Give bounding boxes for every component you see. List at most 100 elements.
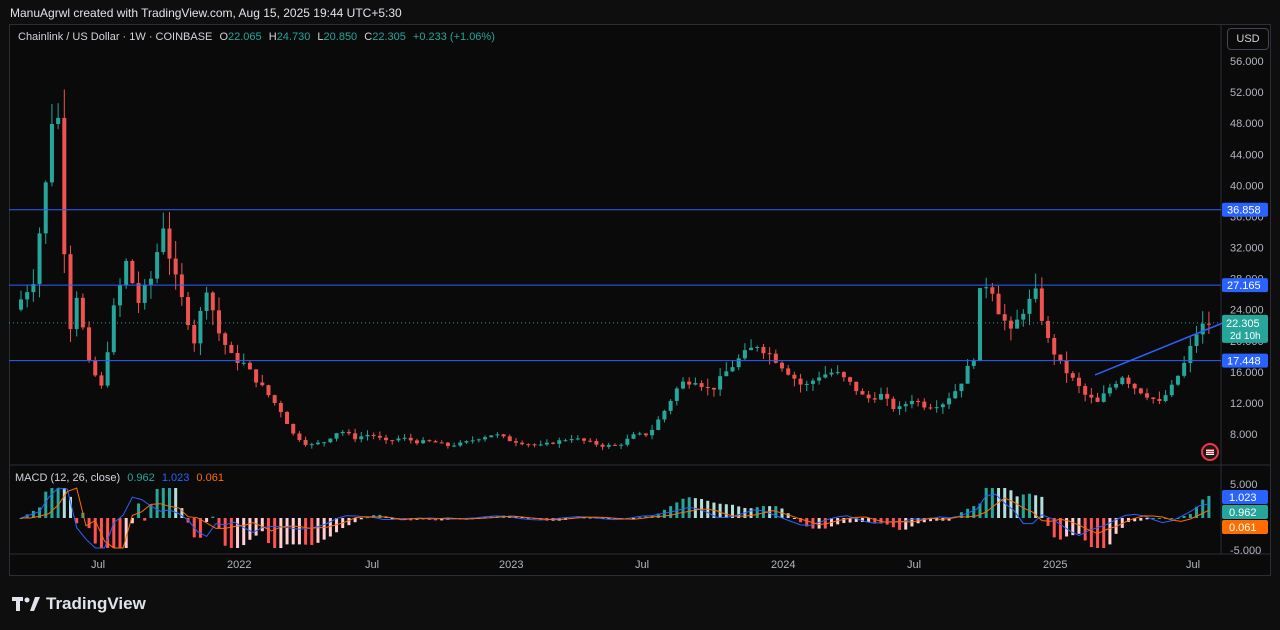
candle-body (538, 444, 543, 446)
candle-body (643, 433, 648, 436)
candle-body (520, 442, 525, 445)
candle-body (563, 440, 568, 442)
macd-histogram-bar (118, 518, 122, 548)
candle-body (142, 284, 147, 303)
candle-body (1002, 314, 1007, 321)
candle-body (427, 440, 432, 442)
candle-body (1169, 384, 1174, 396)
candle-body (544, 442, 549, 445)
macd-histogram-bar (56, 488, 60, 518)
macd-histogram-bar (260, 518, 264, 532)
macd-histogram-bar (1065, 518, 1069, 537)
macd-badge-label: 1.023 (1229, 492, 1257, 504)
candle-body (155, 252, 160, 279)
macd-histogram-bar (656, 513, 660, 518)
macd-signal-value: 0.061 (196, 472, 224, 484)
candle-body (557, 440, 562, 444)
candle-body (501, 434, 506, 437)
candle-body (693, 383, 698, 385)
price-chart[interactable]: 56.00052.00048.00044.00040.00036.00032.0… (9, 24, 1271, 576)
candle-body (736, 358, 741, 368)
candle-body (582, 438, 587, 441)
candle-body (297, 433, 302, 441)
macd-histogram-bar (842, 518, 846, 524)
macd-histogram-bar (390, 518, 394, 519)
candle-body (1021, 313, 1026, 320)
candle-body (798, 378, 803, 385)
macd-histogram-bar (662, 509, 666, 518)
candle-body (192, 325, 197, 344)
currency-button[interactable]: USD (1227, 28, 1269, 50)
time-axis-label: Jul (1186, 559, 1200, 571)
macd-histogram-bar (1021, 494, 1025, 518)
candle-body (1070, 373, 1075, 378)
time-axis-label: Jul (365, 559, 379, 571)
macd-histogram-bar (266, 518, 270, 544)
candle-body (346, 431, 351, 434)
macd-histogram-bar (174, 488, 178, 518)
candle-body (947, 398, 952, 405)
candle-body (62, 117, 67, 255)
macd-histogram-bar (130, 518, 134, 524)
attribution-text: ManuAgrwl created with TradingView.com, … (10, 6, 402, 20)
tradingview-brand[interactable]: TradingView (12, 594, 146, 614)
candle-body (223, 333, 228, 345)
candle-body (1138, 388, 1143, 394)
macd-histogram-bar (211, 516, 215, 518)
candle-body (1083, 386, 1088, 395)
macd-histogram-bar (217, 518, 221, 529)
macd-histogram-bar (1145, 518, 1149, 520)
candle-body (600, 444, 605, 447)
macd-histogram-bar (514, 516, 518, 518)
macd-label[interactable]: MACD (12, 26, close) (15, 472, 121, 484)
candle-body (928, 407, 933, 409)
candle-body (458, 442, 463, 446)
candle-body (631, 434, 636, 439)
candle-body (1089, 394, 1094, 398)
macd-histogram-bar (799, 518, 803, 523)
price-tick-label: 12.000 (1230, 398, 1264, 410)
open-label: O (219, 31, 229, 43)
macd-histogram-bar (632, 518, 636, 519)
candle-body (433, 441, 438, 443)
symbol-title[interactable]: Chainlink / US Dollar · 1W · COINBASE (18, 31, 213, 43)
last-price-badge (1222, 314, 1268, 343)
macd-histogram-bar (483, 516, 487, 518)
candle-body (439, 442, 444, 444)
candle-body (1033, 288, 1038, 299)
candle-body (371, 434, 376, 436)
candle-body (99, 375, 104, 386)
macd-histogram-bar (322, 518, 326, 540)
macd-histogram-bar (768, 506, 772, 518)
candle-body (786, 368, 791, 375)
candle-body (977, 288, 982, 361)
candle-body (619, 444, 624, 446)
level-badge-label: 27.165 (1227, 280, 1261, 292)
macd-histogram-bar (984, 488, 988, 518)
candle-body (452, 445, 457, 447)
candle-body (705, 387, 710, 389)
change-value: +0.233 (+1.06%) (412, 31, 495, 43)
candle-body (1151, 397, 1156, 399)
candle-body (711, 387, 716, 390)
macd-histogram-bar (972, 506, 976, 518)
macd-histogram-bar (1195, 506, 1199, 518)
macd-histogram-bar (205, 518, 209, 522)
us-flag-icon[interactable] (1201, 443, 1219, 461)
candle-body (19, 299, 23, 310)
candle-body (334, 433, 339, 439)
candle-body (940, 404, 945, 408)
macd-histogram-bar (279, 518, 283, 548)
macd-tick-label: -5.000 (1230, 545, 1261, 557)
candle-body (1046, 320, 1051, 338)
macd-histogram-bar (124, 518, 128, 548)
macd-histogram-bar (347, 518, 351, 526)
candle-body (117, 285, 122, 306)
macd-histogram-bar (1201, 499, 1205, 518)
high-label: H (268, 31, 277, 43)
macd-histogram-bar (737, 506, 741, 518)
macd-histogram-bar (817, 518, 821, 529)
candle-body (74, 297, 79, 330)
price-tick-label: 8.000 (1230, 429, 1258, 441)
price-tick-label: 24.000 (1230, 305, 1264, 317)
